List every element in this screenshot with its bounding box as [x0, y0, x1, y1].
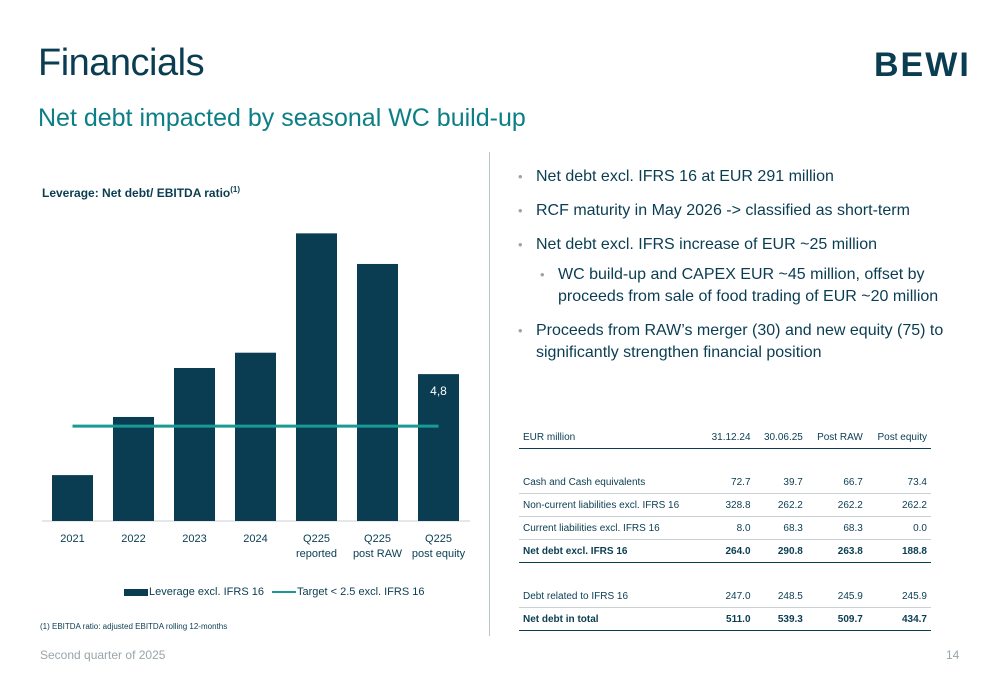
table-cell: 262.2 [806, 493, 867, 517]
table-cell: Net debt excl. IFRS 16 [519, 539, 703, 563]
sub-bullet-item: WC build-up and CAPEX EUR ~45 million, o… [536, 264, 974, 308]
bar [418, 374, 459, 521]
table-cell: 245.9 [806, 585, 867, 608]
table-row: Non-current liabilities excl. IFRS 16 32… [519, 493, 931, 517]
x-tick-label: post RAW [353, 548, 403, 560]
table-spacer [519, 563, 931, 586]
table-row: Cash and Cash equivalents 72.7 39.7 66.7… [519, 471, 931, 494]
table-cell: 511.0 [702, 607, 755, 631]
vertical-divider [489, 152, 490, 636]
table-cell: 247.0 [702, 585, 755, 608]
bullet-list: Net debt excl. IFRS 16 at EUR 291 millio… [514, 166, 974, 376]
table-cell: 539.3 [754, 607, 807, 631]
table-cell: 8.0 [702, 516, 755, 540]
table-cell: Net debt in total [519, 607, 703, 631]
bullet-item: Net debt excl. IFRS 16 at EUR 291 millio… [514, 166, 974, 188]
footer-period: Second quarter of 2025 [40, 648, 166, 662]
table-header: 31.12.24 [702, 426, 755, 449]
table-header: Post equity [866, 426, 931, 449]
table-header: 30.06.25 [754, 426, 807, 449]
bar [174, 368, 215, 521]
legend-label-bars: Leverage excl. IFRS 16 [149, 586, 264, 598]
net-debt-table: EUR million 31.12.24 30.06.25 Post RAW P… [519, 426, 931, 631]
table-cell: 66.7 [806, 471, 867, 494]
x-tick-label: reported [296, 548, 337, 560]
table-header: EUR million [519, 426, 703, 449]
legend-item-bars: Leverage excl. IFRS 16 [124, 586, 264, 598]
table-cell: 68.3 [806, 516, 867, 540]
table-cell: 328.8 [702, 493, 755, 517]
table-cell: 68.3 [754, 516, 807, 540]
x-tick-label: Q225 [303, 533, 330, 545]
leverage-bar-chart: 2021 2022 2023 2024 Q225 reported Q225 post RAW… [42, 233, 470, 560]
table-cell: Debt related to IFRS 16 [519, 585, 703, 608]
table-cell: 434.7 [866, 607, 931, 631]
chart-heading-text: Leverage: Net debt/ EBITDA ratio [42, 186, 231, 200]
table-cell: 262.2 [754, 493, 807, 517]
table-cell: 248.5 [754, 585, 807, 608]
x-tick-label: 2024 [243, 533, 267, 545]
table-cell: 290.8 [754, 539, 807, 563]
table-row: Current liabilities excl. IFRS 16 8.0 68… [519, 516, 931, 540]
bar [357, 263, 398, 521]
legend-item-target: Target < 2.5 excl. IFRS 16 [272, 586, 424, 598]
legend-bar-swatch [124, 588, 148, 596]
chart-footnote: (1) EBITDA ratio: adjusted EBITDA rollin… [40, 622, 228, 631]
table-spacer [519, 449, 931, 472]
table-cell: 245.9 [866, 585, 931, 608]
legend-label-target: Target < 2.5 excl. IFRS 16 [297, 586, 425, 598]
table-cell: Current liabilities excl. IFRS 16 [519, 516, 703, 540]
table-header: Post RAW [806, 426, 867, 449]
x-tick-label: 2022 [121, 533, 145, 545]
bar [52, 475, 93, 521]
legend-line-swatch [272, 591, 296, 593]
bar [235, 352, 276, 521]
bar [296, 233, 337, 522]
table-cell: 73.4 [866, 471, 931, 494]
bullet-item: Net debt excl. IFRS increase of EUR ~25 … [514, 234, 974, 256]
page-title: Financials [38, 42, 205, 84]
bar [113, 416, 154, 521]
chart-heading-footnote-ref: (1) [230, 185, 241, 194]
bullet-item: Proceeds from RAW’s merger (30) and new … [514, 320, 974, 364]
table-cell: 509.7 [806, 607, 867, 631]
x-tick-label: 2023 [182, 533, 206, 545]
bullet-item: RCF maturity in May 2026 -> classified a… [514, 200, 974, 222]
table-cell: 263.8 [806, 539, 867, 563]
x-tick-label: post equity [412, 548, 466, 560]
page-subtitle: Net debt impacted by seasonal WC build-u… [38, 104, 526, 132]
data-label: 4,8 [430, 384, 447, 398]
table-cell: 264.0 [702, 539, 755, 563]
table-cell: Non-current liabilities excl. IFRS 16 [519, 493, 703, 517]
x-tick-label: Q225 [364, 533, 391, 545]
table-row-total: Net debt excl. IFRS 16 264.0 290.8 263.8… [519, 539, 931, 563]
company-logo: BEWI [874, 46, 971, 84]
table-cell: 262.2 [866, 493, 931, 517]
table-cell: Cash and Cash equivalents [519, 471, 703, 494]
page-number: 14 [946, 648, 960, 662]
table-cell: 39.7 [754, 471, 807, 494]
table-header-row: EUR million 31.12.24 30.06.25 Post RAW P… [519, 426, 931, 449]
table-cell: 188.8 [866, 539, 931, 563]
x-tick-label: Q225 [425, 533, 452, 545]
x-tick-label: 2021 [60, 533, 84, 545]
chart-heading: Leverage: Net debt/ EBITDA ratio(1) [42, 185, 240, 200]
table-row: Debt related to IFRS 16 247.0 248.5 245.… [519, 585, 931, 608]
table-cell: 0.0 [866, 516, 931, 540]
table-row-total: Net debt in total 511.0 539.3 509.7 434.… [519, 607, 931, 631]
table-cell: 72.7 [702, 471, 755, 494]
